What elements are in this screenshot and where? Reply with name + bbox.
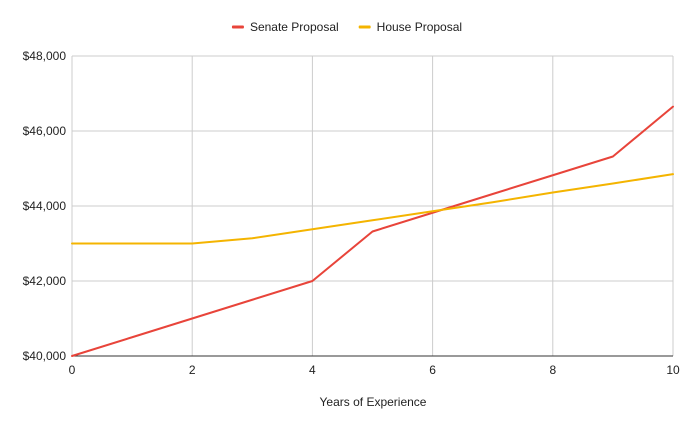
legend-swatch [358,25,371,29]
x-tick-label: 6 [429,363,436,377]
y-tick-label: $48,000 [23,49,67,63]
y-tick-label: $42,000 [23,274,67,288]
x-axis-title: Years of Experience [320,395,427,409]
x-tick-label: 0 [69,363,76,377]
legend-label: House Proposal [377,20,462,34]
x-tick-label: 8 [549,363,556,377]
legend-label: Senate Proposal [250,20,339,34]
legend: Senate Proposal House Proposal [231,20,462,34]
x-tick-label: 10 [666,363,680,377]
x-tick-label: 4 [309,363,316,377]
y-tick-label: $40,000 [23,349,67,363]
series-line-senate-proposal [71,105,674,357]
series-group [71,105,674,357]
grid [71,55,674,356]
legend-item: House Proposal [358,20,462,34]
tick-labels: $40,000 $42,000 $44,000 $46,000 $48,000 0 2 4 6 8… [23,49,680,377]
legend-item: Senate Proposal [231,20,339,34]
y-tick-label: $46,000 [23,124,67,138]
legend-swatch [231,25,244,29]
series-line-house-proposal [71,173,674,245]
y-tick-label: $44,000 [23,199,67,213]
x-tick-label: 2 [189,363,196,377]
